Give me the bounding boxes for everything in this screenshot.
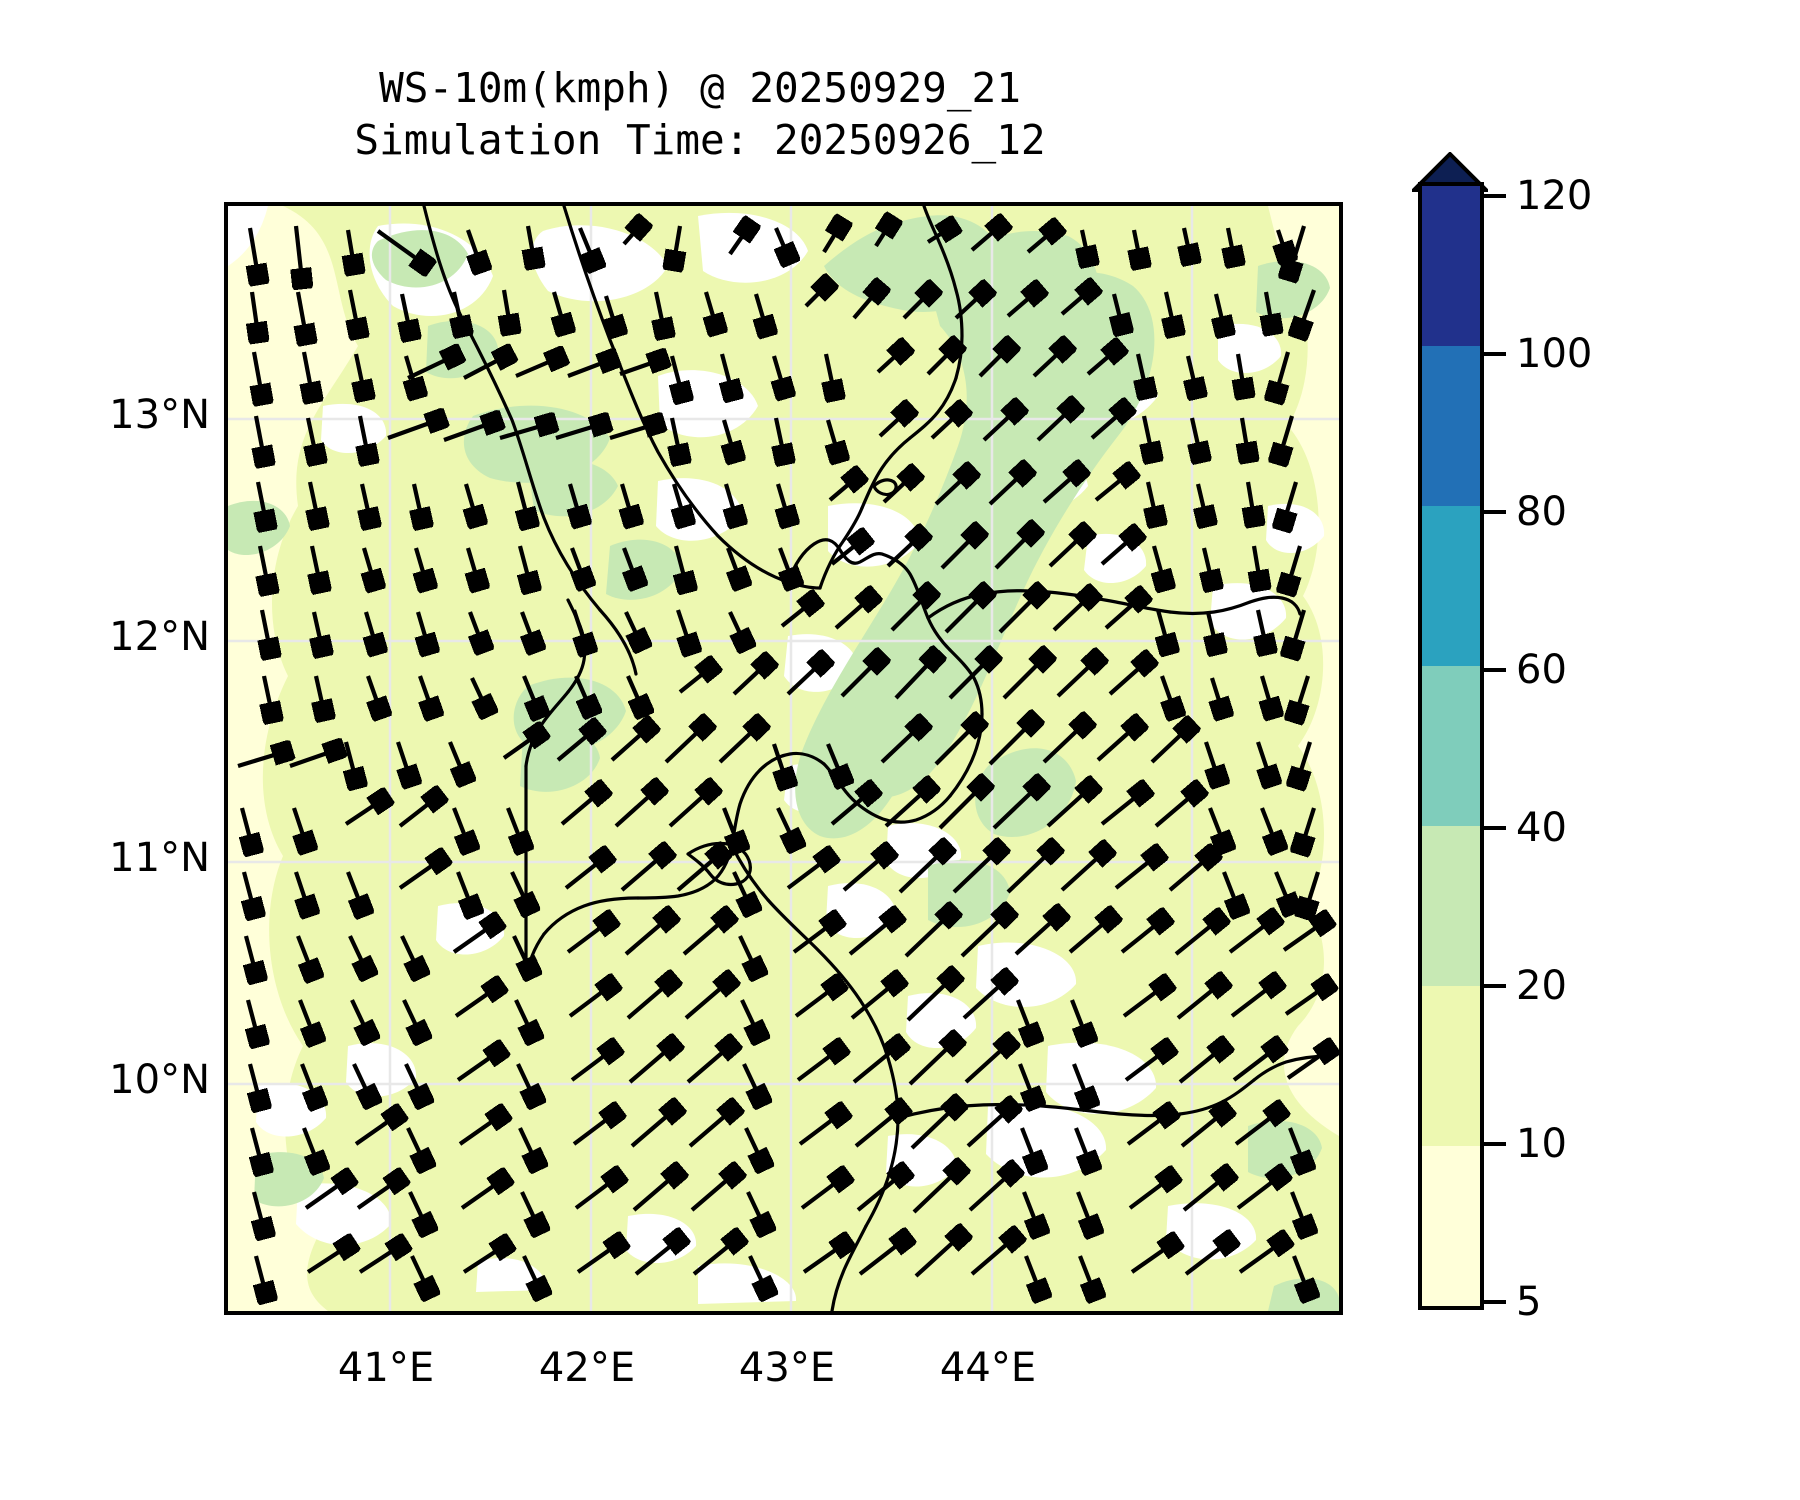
colorbar-tick	[1480, 194, 1506, 198]
colorbar-band-5-10	[1422, 1146, 1480, 1306]
colorbar-band-40-60	[1422, 666, 1480, 826]
xtick-label: 43°E	[738, 1345, 836, 1391]
colorbar-band-60-80	[1422, 506, 1480, 666]
ytick-label: 11°N	[109, 835, 210, 881]
xtick-label: 44°E	[939, 1345, 1037, 1391]
ytick-label: 12°N	[109, 614, 210, 660]
ytick-label: 10°N	[109, 1057, 210, 1103]
title-line-2: Simulation Time: 20250926_12	[354, 116, 1046, 164]
colorbar-tick	[1480, 352, 1506, 356]
colorbar-tick	[1480, 668, 1506, 672]
colorbar-tick	[1480, 984, 1506, 988]
colorbar-tick	[1480, 826, 1506, 830]
map-axes[interactable]	[224, 202, 1343, 1315]
xtick-label: 42°E	[538, 1345, 636, 1391]
colorbar-tick-label: 100	[1516, 331, 1593, 377]
colorbar-band-100-120	[1422, 186, 1480, 346]
colorbar-tick-label: 20	[1516, 963, 1567, 1009]
colorbar-band-20-40	[1422, 826, 1480, 986]
colorbar	[1418, 182, 1484, 1310]
title-line-1: WS-10m(kmph) @ 20250929_21	[379, 64, 1021, 112]
map-svg	[228, 206, 1339, 1311]
colorbar-tick	[1480, 1300, 1506, 1304]
map-contour-layer	[228, 206, 1339, 1311]
colorbar-tick	[1480, 510, 1506, 514]
colorbar-tick-label: 120	[1516, 173, 1593, 219]
colorbar-tick-label: 60	[1516, 647, 1567, 693]
xtick-label: 41°E	[337, 1345, 435, 1391]
colorbar-tick	[1480, 1142, 1506, 1146]
colorbar-band-10-20	[1422, 986, 1480, 1146]
colorbar-tick-label: 40	[1516, 805, 1567, 851]
ytick-label: 13°N	[109, 392, 210, 438]
chart-title: WS-10m(kmph) @ 20250929_21 Simulation Ti…	[0, 62, 1400, 166]
colorbar-tick-label: 80	[1516, 489, 1567, 535]
colorbar-tick-label: 5	[1516, 1279, 1542, 1325]
colorbar-band-80-100	[1422, 346, 1480, 506]
colorbar-tick-label: 10	[1516, 1121, 1567, 1167]
